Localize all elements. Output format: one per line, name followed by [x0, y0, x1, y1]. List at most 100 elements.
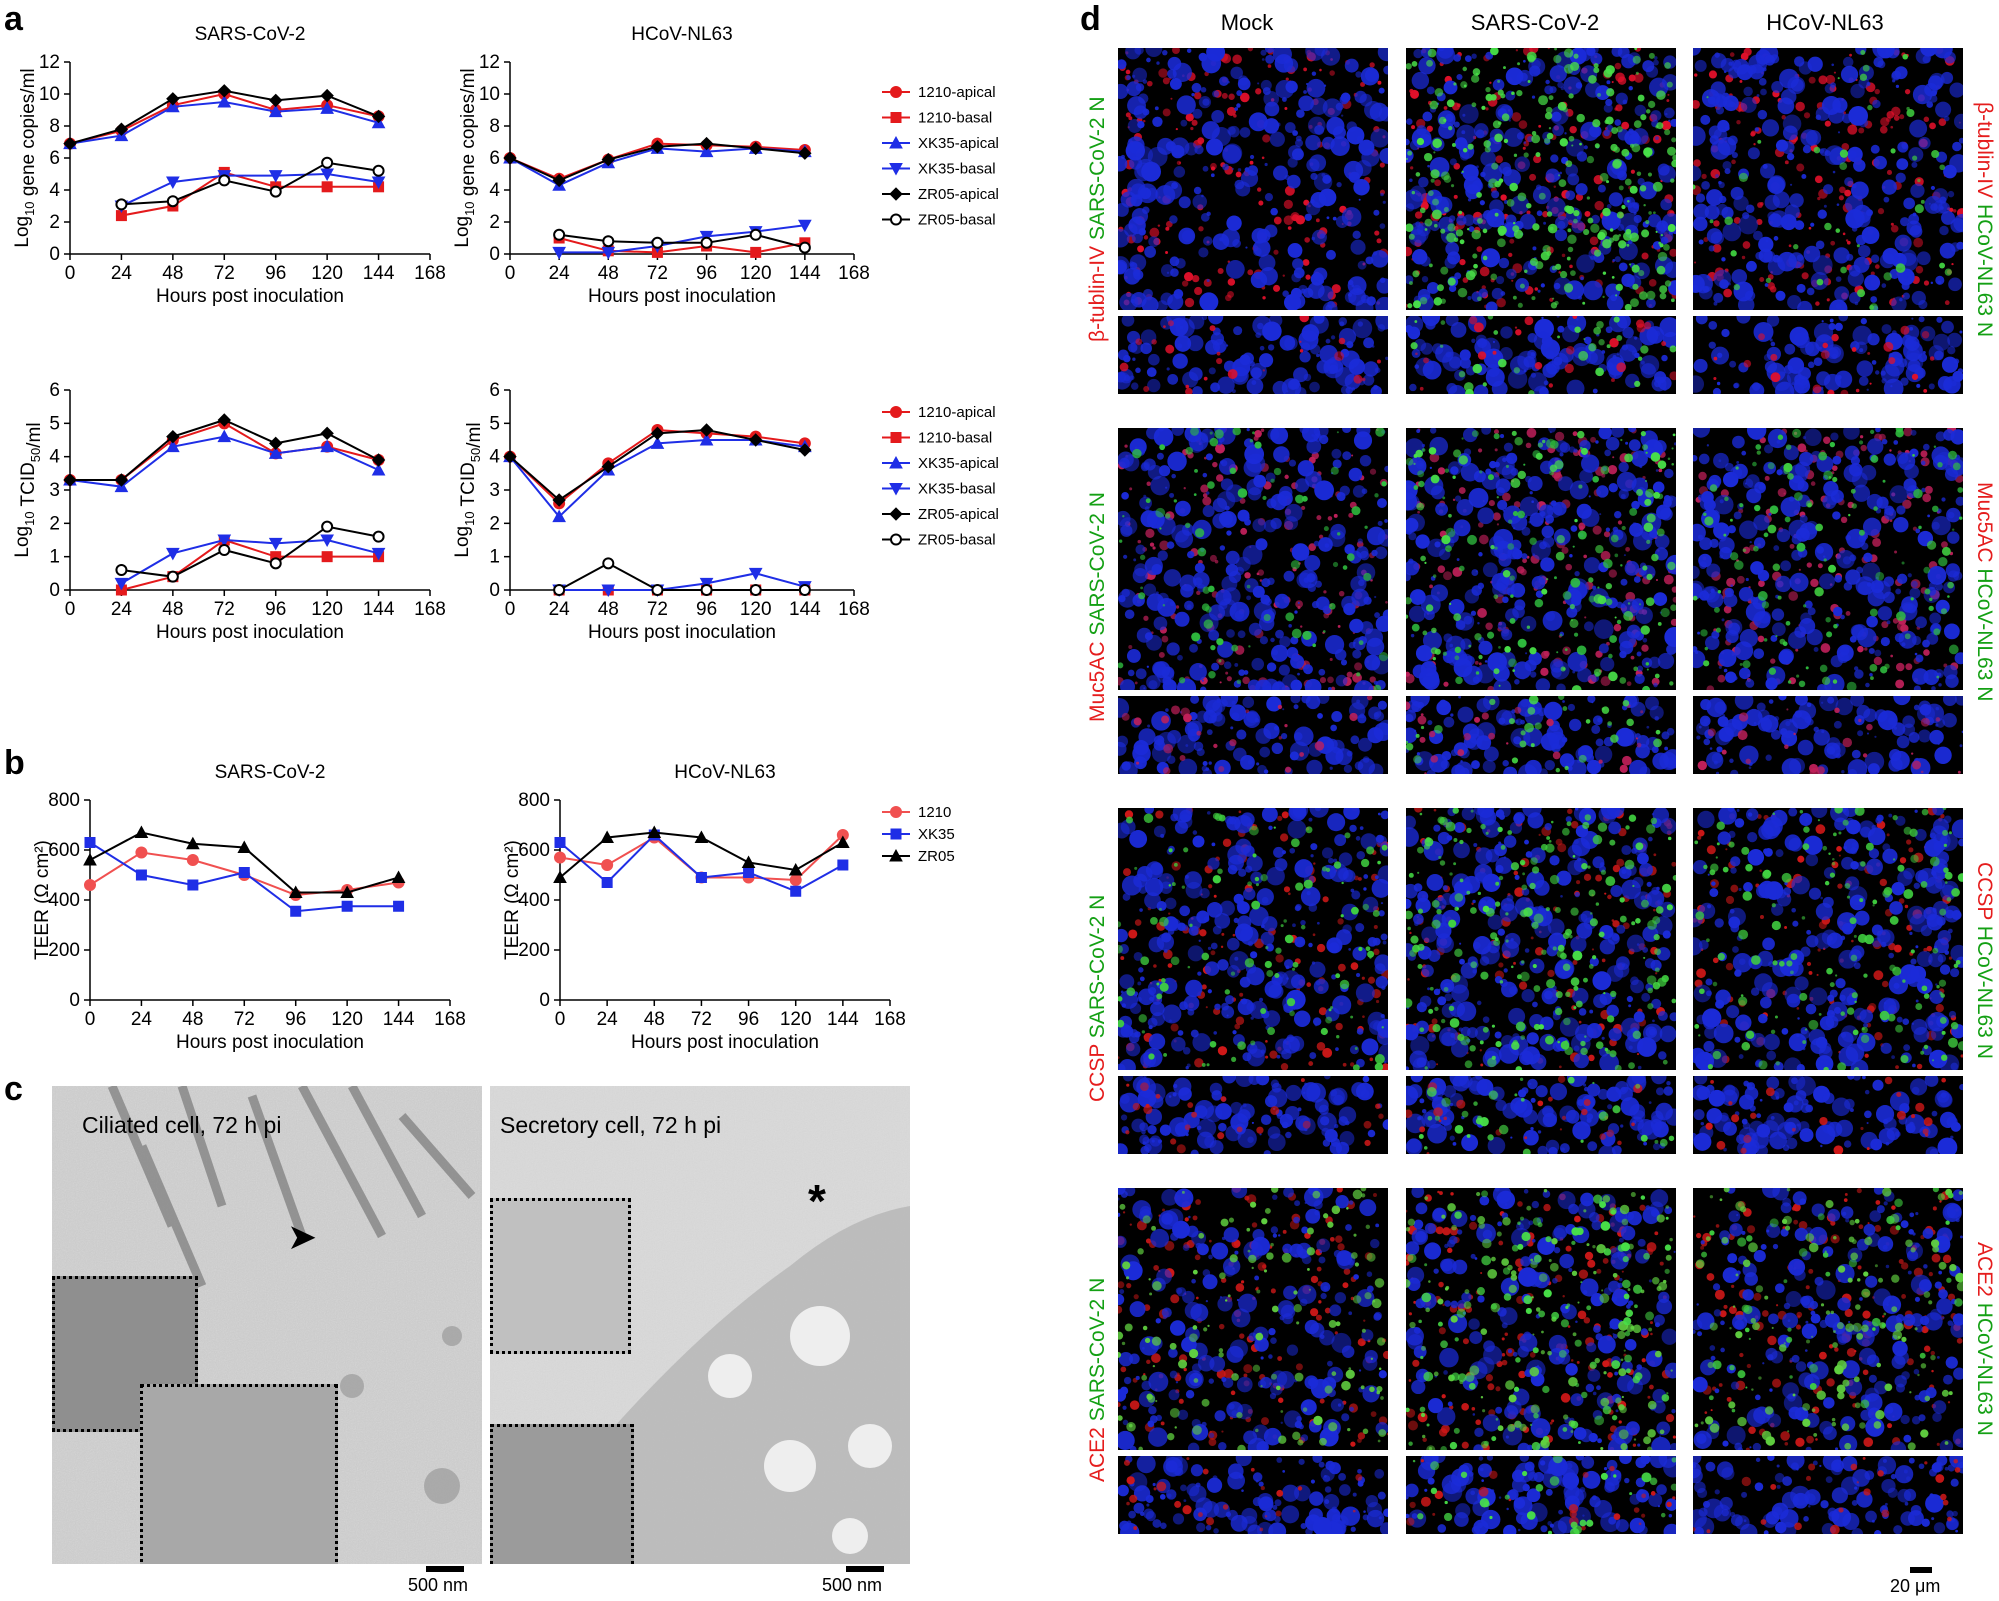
data-point: [798, 219, 812, 233]
data-point: [166, 439, 180, 453]
data-point: [503, 151, 517, 165]
data-point: [552, 173, 566, 188]
if-image-row2-col1: [1118, 428, 1388, 690]
y-axis-label: Log10 TCID50/ml: [12, 422, 45, 557]
y-tick-label: 2: [489, 212, 500, 233]
legend-marker: [889, 455, 903, 469]
data-point: [699, 432, 714, 446]
data-point: [115, 564, 128, 576]
if-texture: [1693, 808, 1963, 1070]
asterisk-icon: *: [808, 1175, 826, 1227]
legend-label: 1210-basal: [918, 110, 992, 127]
virus-label: HCoV-NL63 N: [1973, 198, 1996, 338]
legend-panel-a-bottom: 1210-apical 1210-basal XK35-apical XK35-bas…: [882, 404, 999, 549]
data-point: [166, 570, 179, 583]
data-point: [798, 584, 811, 596]
x-axis-label: Hours post inoculation: [588, 622, 776, 643]
x-tick-label: 24: [111, 599, 133, 620]
legend-item-XK35-apical: XK35-apical: [882, 135, 999, 152]
x-tick-label: 120: [331, 1009, 363, 1030]
legend-label: 1210-apical: [918, 84, 996, 101]
legend-item-ZR05: ZR05: [882, 848, 955, 865]
if-texture: [1693, 48, 1963, 310]
legend-marker: [890, 213, 902, 226]
y-axis-label: TEER (Ω cm²): [32, 840, 53, 960]
y-tick-label: 4: [489, 447, 500, 468]
if-column-hcov-nl63: HCoV-NL63: [1766, 10, 1884, 35]
data-point: [269, 436, 283, 451]
y-tick-label: 4: [49, 447, 60, 468]
legend-label: ZR05-basal: [918, 212, 996, 229]
x-tick-label: 96: [696, 263, 717, 284]
if-texture: [1693, 1188, 1963, 1450]
if-zstack-texture: [1693, 316, 1963, 394]
x-tick-label: 48: [162, 263, 183, 284]
y-tick-label: 4: [489, 180, 500, 201]
x-tick-label: 144: [363, 263, 395, 284]
legend-label: XK35-basal: [918, 481, 996, 498]
marker-label: ACE2: [1086, 1427, 1109, 1482]
y-tick-label: 2: [49, 212, 60, 233]
if-zstack-texture: [1406, 1456, 1676, 1534]
y-tick-label: 1: [489, 547, 500, 568]
if-left-label-row4: ACE2 SARS-CoV-2 N: [1086, 1278, 1110, 1482]
chart-tcid50-hcov-nl63: 0 1 2 3 4 5 6 0 24 48 72 96 120 144 168 Hours post inoc…: [452, 380, 870, 643]
virus-label: HCoV-NL63 N: [1973, 919, 1996, 1059]
x-tick-label: 48: [598, 263, 619, 284]
data-point: [218, 544, 231, 556]
if-zstack-texture: [1693, 696, 1963, 774]
chart-title: SARS-CoV-2: [195, 24, 306, 45]
if-texture: [1118, 1188, 1388, 1450]
data-point: [217, 84, 231, 98]
if-image-row3-col3: [1693, 808, 1963, 1070]
y-tick-label: 5: [489, 413, 500, 434]
panel-letter-d: d: [1080, 0, 1101, 38]
x-tick-label: 144: [827, 1009, 859, 1030]
y-axis-label: TEER (Ω cm²): [502, 840, 523, 960]
x-tick-label: 144: [363, 599, 395, 620]
data-point: [268, 104, 283, 118]
data-point: [187, 879, 199, 891]
x-tick-label: 0: [505, 599, 516, 620]
data-point: [651, 236, 664, 249]
series-line: [121, 171, 379, 217]
data-point: [218, 174, 231, 187]
legend-label: ZR05-basal: [918, 532, 996, 549]
x-tick-label: 0: [65, 263, 76, 284]
data-point: [320, 168, 334, 182]
series-line: [121, 538, 379, 591]
em-scale-label-left: 500 nm: [408, 1575, 469, 1595]
legend-marker: [890, 533, 902, 546]
data-point: [700, 584, 713, 596]
legend-item-XK35-basal: XK35-basal: [882, 481, 996, 498]
data-point: [320, 88, 334, 103]
legend-panel-b: 1210 XK35 ZR05: [882, 804, 955, 865]
data-point: [700, 236, 713, 249]
marker-label: CCSP: [1086, 1044, 1109, 1102]
series-XK35-apical: [503, 432, 812, 523]
if-right-label-row2: Muc5AC HCoV-NL63 N: [1972, 482, 1996, 701]
y-tick-label: 3: [49, 480, 60, 501]
x-tick-label: 72: [234, 1009, 255, 1030]
data-point: [750, 246, 762, 258]
series-ZR05-basal: [115, 520, 385, 583]
if-right-label-row3: CCSP HCoV-NL63 N: [1972, 862, 1996, 1059]
data-point: [503, 449, 517, 464]
legend-item-1210: 1210: [882, 804, 951, 821]
if-zstack-row1-col2: [1406, 316, 1676, 394]
data-point: [837, 859, 849, 871]
y-tick-label: 12: [479, 52, 500, 73]
y-tick-label: 400: [518, 890, 550, 911]
x-tick-label: 48: [182, 1009, 203, 1030]
if-zstack-texture: [1118, 696, 1388, 774]
if-zstack-texture: [1118, 1456, 1388, 1534]
em-image-ciliated-cell: ➤ Ciliated cell, 72 h pi: [52, 1086, 482, 1564]
virus-label: SARS-CoV-2 N: [1086, 894, 1109, 1045]
if-texture: [1406, 48, 1676, 310]
x-tick-label: 0: [65, 599, 76, 620]
if-zstack-row3-col1: [1118, 1076, 1388, 1154]
data-point: [554, 851, 566, 864]
if-texture: [1118, 808, 1388, 1070]
x-tick-label: 48: [598, 599, 619, 620]
data-point: [288, 885, 303, 898]
